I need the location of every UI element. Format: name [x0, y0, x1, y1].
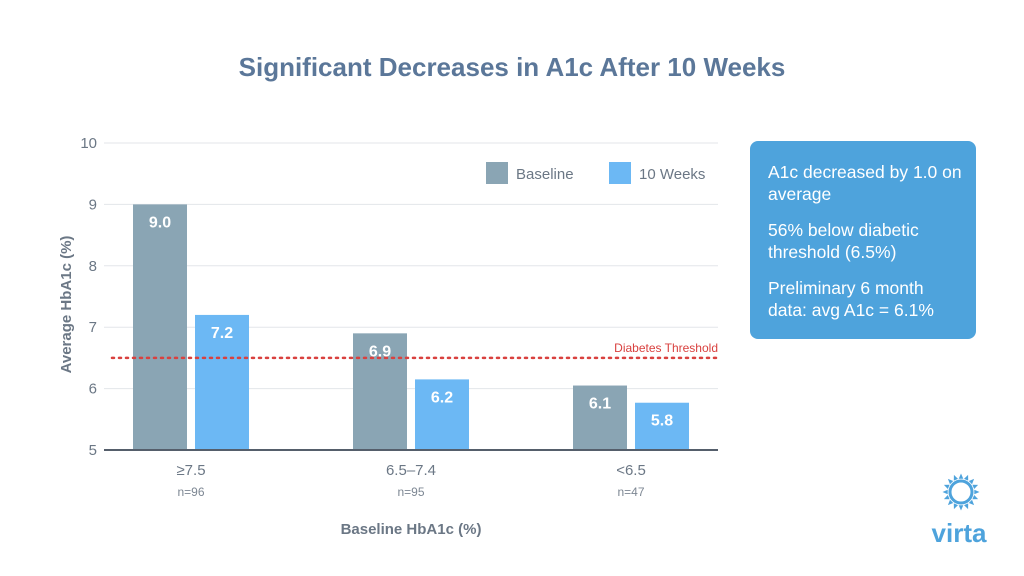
sun-ray	[953, 474, 959, 481]
bar-value-label: 9.0	[149, 214, 171, 231]
y-axis-label: Average HbA1c (%)	[58, 236, 75, 374]
sun-ray	[953, 503, 959, 510]
y-tick-label: 6	[89, 381, 97, 398]
legend-label: Baseline	[516, 166, 574, 183]
sun-icon	[942, 473, 980, 511]
y-tick-label: 8	[89, 258, 97, 275]
callout-line-below-threshold: 56% below diabetic threshold (6.5%)	[768, 220, 919, 262]
bar-value-label: 6.9	[369, 343, 391, 360]
bar-baseline-2	[353, 333, 407, 450]
x-axis-label: Baseline HbA1c (%)	[341, 521, 482, 538]
bar-baseline-1	[133, 204, 187, 450]
category-count-label: n=96	[177, 485, 204, 499]
brand-name: virta	[931, 518, 987, 548]
sun-ray	[942, 489, 948, 495]
category-count-label: n=95	[397, 485, 424, 499]
bar-baseline-3	[573, 385, 627, 450]
legend-label: 10 Weeks	[639, 166, 705, 183]
sun-ray	[968, 478, 975, 485]
bar-value-label: 5.8	[651, 413, 673, 430]
callout-line-six-month: Preliminary 6 month data: avg A1c = 6.1%	[768, 278, 934, 320]
y-tick-label: 7	[89, 319, 97, 336]
bar-value-label: 6.1	[589, 396, 611, 413]
x-tick-label: 6.5–7.4	[386, 462, 436, 479]
bar-value-label: 7.2	[211, 325, 233, 342]
x-tick-label: ≥7.5	[176, 462, 205, 479]
y-tick-label: 5	[89, 442, 97, 459]
sun-ray	[947, 499, 954, 506]
sun-ray	[972, 494, 979, 500]
sun-ray	[963, 474, 969, 481]
x-tick-label: <6.5	[616, 462, 646, 479]
sun-ray	[972, 484, 979, 490]
bar-10-weeks-2	[415, 379, 469, 450]
bar-value-label: 6.2	[431, 389, 453, 406]
summary-callout: A1c decreased by 1.0 on average 56% belo…	[750, 141, 976, 339]
y-tick-label: 9	[89, 196, 97, 213]
sun-ray	[974, 489, 980, 495]
virta-logo	[916, 472, 1006, 517]
bar-10-weeks-3	[635, 402, 689, 450]
sun-ray	[963, 503, 969, 510]
callout-line-average-decrease: A1c decreased by 1.0 on average	[768, 162, 962, 204]
chart-title: Significant Decreases in A1c After 10 We…	[238, 52, 786, 82]
bar-10-weeks-1	[195, 314, 249, 450]
category-count-label: n=47	[617, 485, 644, 499]
y-tick-label: 10	[80, 135, 97, 152]
sun-ray	[968, 499, 975, 506]
sun-ray	[958, 473, 964, 479]
sun-ray	[943, 484, 950, 490]
legend-swatch-10-weeks	[609, 162, 631, 184]
threshold-label: Diabetes Threshold	[614, 341, 718, 355]
legend-swatch-baseline	[486, 162, 508, 184]
sun-ray	[943, 494, 950, 500]
sun-ray	[947, 478, 954, 485]
sun-ray	[958, 505, 964, 511]
